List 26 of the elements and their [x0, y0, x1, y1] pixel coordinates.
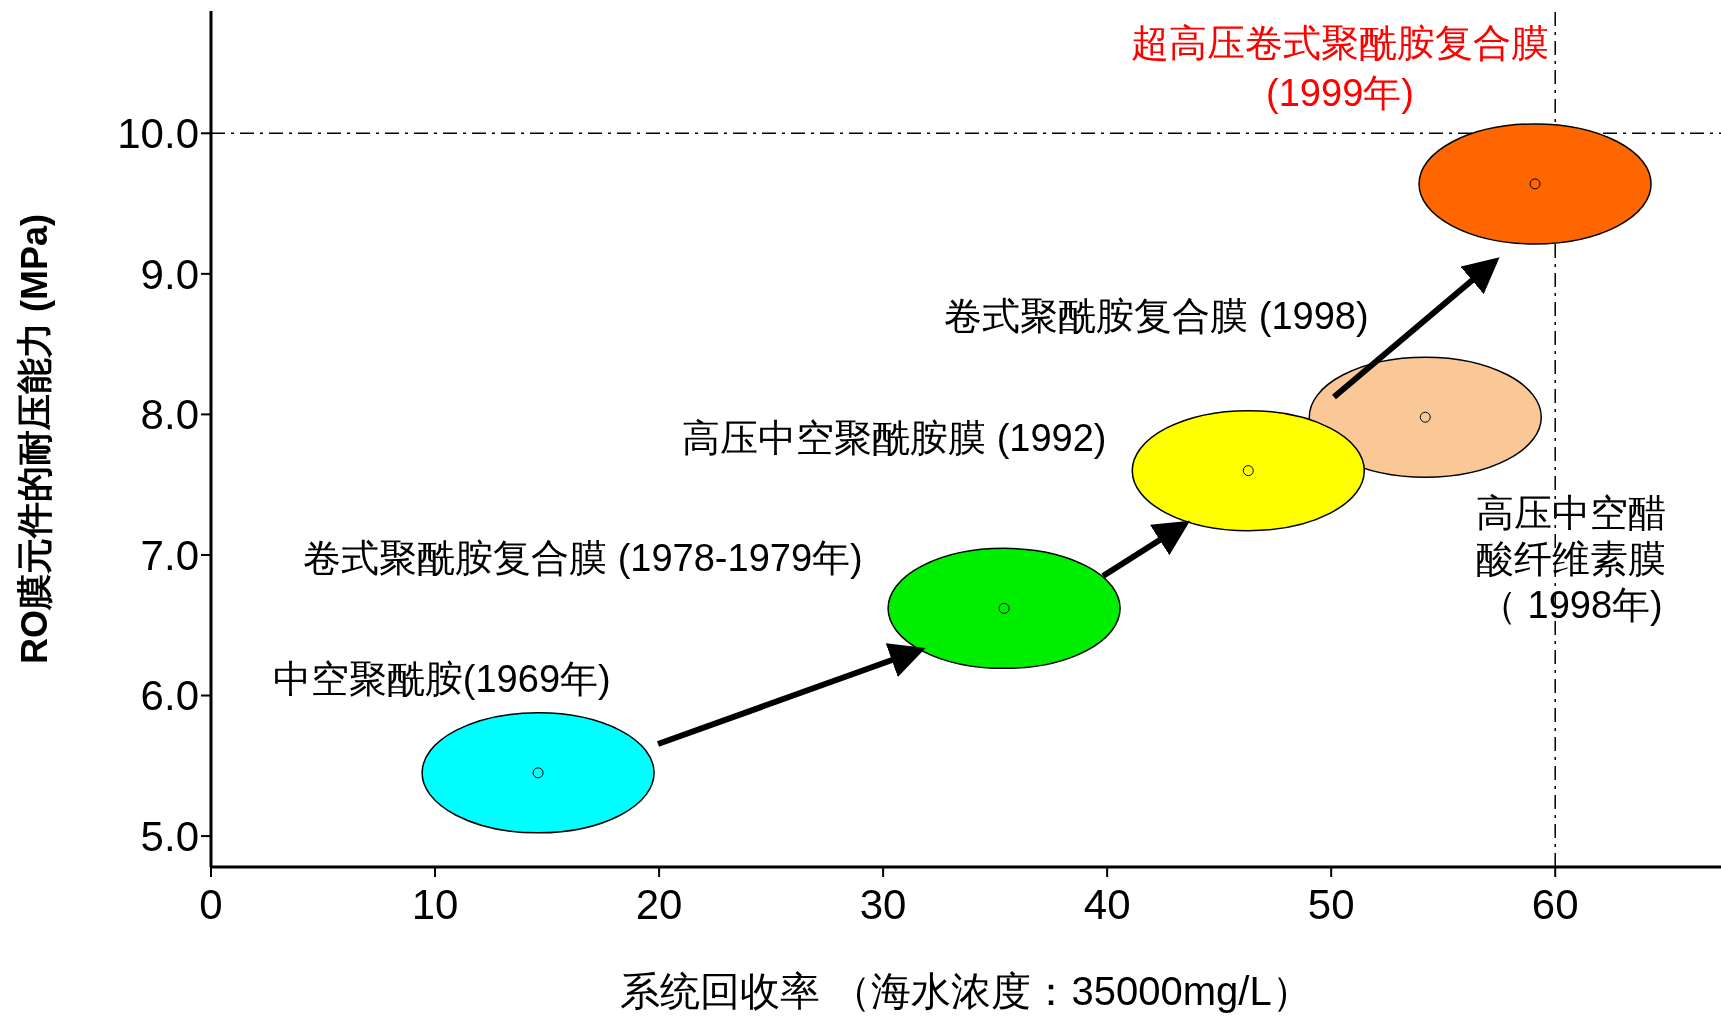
annotation: 中空聚酰胺(1969年) — [272, 657, 611, 700]
annotation: 卷式聚酰胺复合膜 (1978-1979年) — [303, 536, 863, 579]
annotation: 高压中空醋酸纤维素膜（ 1998年) — [1475, 492, 1666, 627]
x-tick-label: 50 — [1307, 880, 1355, 928]
point — [998, 602, 1010, 614]
y-tick-label: 9.0 — [140, 250, 199, 298]
y-axis-title: RO膜元件的耐压能力 (MPa) — [13, 214, 55, 664]
point — [1242, 465, 1254, 477]
annotation: 高压中空聚酰胺膜 (1992) — [682, 417, 1107, 460]
y-tick-label: 8.0 — [140, 391, 199, 439]
x-tick-label: 20 — [635, 880, 683, 928]
text: 超高压卷式聚酰胺复合膜(1999年) — [1130, 21, 1550, 116]
x-tick-label: 10 — [411, 880, 459, 928]
annotation: 卷式聚酰胺复合膜 (1998) — [944, 295, 1369, 338]
point — [1419, 411, 1431, 423]
x-tick-label: 0 — [199, 880, 223, 928]
x-tick-label: 60 — [1531, 880, 1579, 928]
y-tick-label: 5.0 — [140, 812, 199, 860]
x-tick-label: 30 — [859, 880, 907, 928]
point — [532, 767, 544, 779]
x-tick-label: 40 — [1083, 880, 1131, 928]
x-axis-title: 系统回收率 （海水浓度：35000mg/L） — [620, 969, 1312, 1013]
y-tick-label: 6.0 — [140, 672, 199, 720]
y-tick-label: 7.0 — [140, 531, 199, 579]
y-tick-label: 10.0 — [117, 110, 199, 158]
point — [1529, 178, 1541, 190]
